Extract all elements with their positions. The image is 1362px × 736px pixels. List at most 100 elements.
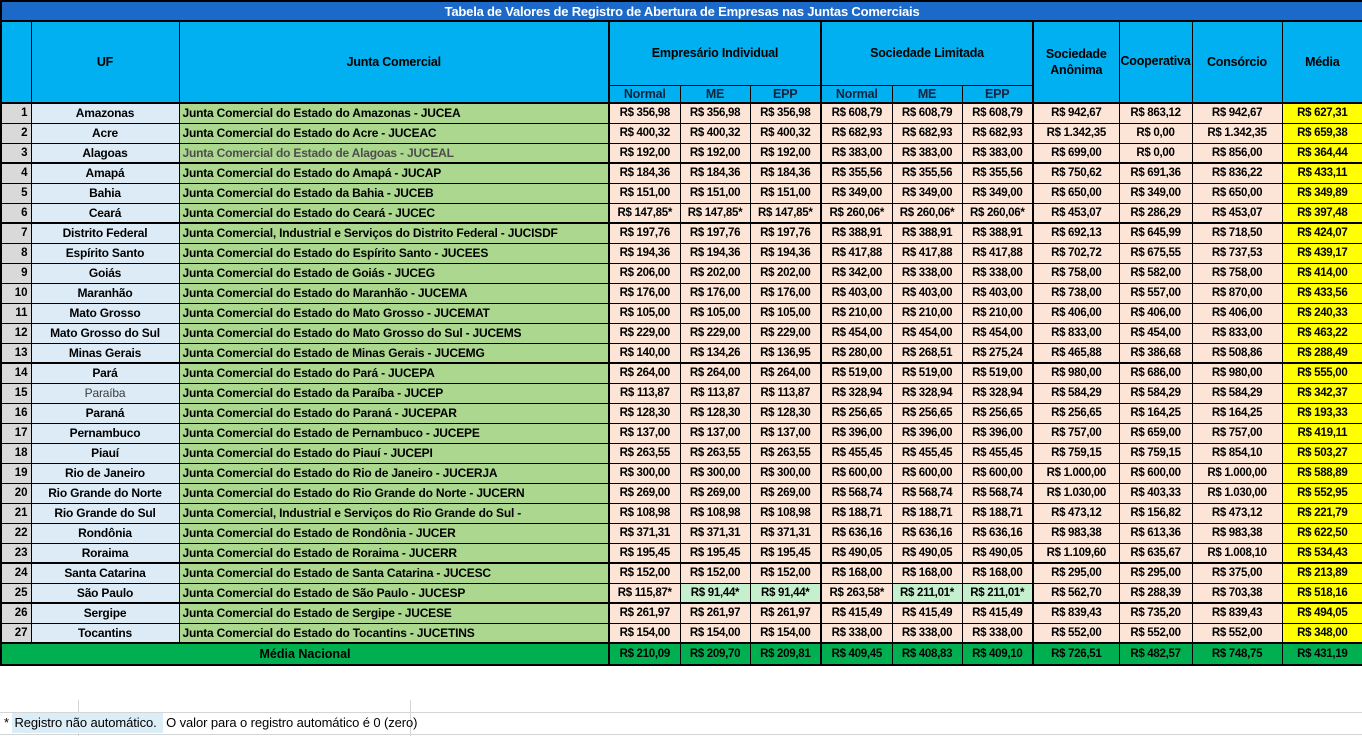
value-cell[interactable]: R$ 870,00 (1191, 282, 1283, 304)
media-cell[interactable]: R$ 193,33 (1281, 402, 1362, 424)
row-number-cell[interactable]: 22 (0, 522, 32, 544)
value-cell[interactable]: R$ 388,91 (961, 222, 1034, 244)
value-cell[interactable]: R$ 356,98 (608, 102, 681, 124)
value-cell[interactable]: R$ 137,00 (749, 422, 822, 444)
value-cell[interactable]: R$ 371,31 (608, 522, 681, 544)
value-cell[interactable]: R$ 403,00 (961, 282, 1034, 304)
value-cell[interactable]: R$ 415,49 (891, 602, 963, 624)
value-cell[interactable]: R$ 105,00 (608, 302, 681, 324)
value-cell[interactable]: R$ 164,25 (1118, 402, 1193, 424)
value-cell[interactable]: R$ 108,98 (679, 502, 751, 524)
junta-comercial-cell[interactable]: Junta Comercial do Estado da Paraíba - J… (178, 382, 610, 404)
row-number-cell[interactable]: 16 (0, 402, 32, 424)
media-cell[interactable]: R$ 627,31 (1281, 102, 1362, 124)
junta-comercial-cell[interactable]: Junta Comercial, Industrial e Serviços d… (178, 502, 610, 524)
value-cell[interactable]: R$ 197,76 (608, 222, 681, 244)
row-number-cell[interactable]: 4 (0, 162, 32, 184)
value-cell[interactable]: R$ 137,00 (679, 422, 751, 444)
header-sociedade-anonima[interactable]: Sociedade Anônima (1032, 20, 1120, 104)
value-cell[interactable]: R$ 455,45 (891, 442, 963, 464)
value-cell[interactable]: R$ 417,88 (891, 242, 963, 264)
value-cell[interactable]: R$ 726,51 (1032, 642, 1120, 666)
value-cell[interactable]: R$ 194,36 (608, 242, 681, 264)
value-cell[interactable]: R$ 600,00 (961, 462, 1034, 484)
row-number-cell[interactable]: 19 (0, 462, 32, 484)
value-cell[interactable]: R$ 349,00 (820, 182, 893, 204)
value-cell[interactable]: R$ 286,29 (1118, 202, 1193, 224)
header-group-empresario-individual[interactable]: Empresário Individual (608, 20, 822, 86)
value-cell[interactable]: R$ 406,00 (1118, 302, 1193, 324)
value-cell[interactable]: R$ 833,00 (1191, 322, 1283, 344)
value-cell[interactable]: R$ 229,00 (608, 322, 681, 344)
media-cell[interactable]: R$ 349,89 (1281, 182, 1362, 204)
subheader-sl-epp[interactable]: EPP (961, 84, 1034, 104)
media-cell[interactable]: R$ 397,48 (1281, 202, 1362, 224)
value-cell[interactable]: R$ 417,88 (820, 242, 893, 264)
value-cell[interactable]: R$ 261,97 (679, 602, 751, 624)
junta-comercial-cell[interactable]: Junta Comercial do Estado do Pará - JUCE… (178, 362, 610, 384)
uf-cell[interactable]: Santa Catarina (30, 562, 180, 584)
value-cell[interactable]: R$ 552,00 (1032, 622, 1120, 644)
value-cell[interactable]: R$ 260,06* (820, 202, 893, 224)
junta-comercial-cell[interactable]: Junta Comercial do Estado de Minas Gerai… (178, 342, 610, 364)
junta-comercial-cell[interactable]: Junta Comercial do Estado de Roraima - J… (178, 542, 610, 564)
value-cell[interactable]: R$ 154,00 (608, 622, 681, 644)
value-cell[interactable]: R$ 264,00 (679, 362, 751, 384)
value-cell[interactable]: R$ 490,05 (961, 542, 1034, 564)
value-cell[interactable]: R$ 151,00 (679, 182, 751, 204)
uf-cell[interactable]: Pará (30, 362, 180, 384)
value-cell[interactable]: R$ 371,31 (749, 522, 822, 544)
value-cell[interactable]: R$ 164,25 (1191, 402, 1283, 424)
value-cell[interactable]: R$ 759,15 (1118, 442, 1193, 464)
subheader-sl-me[interactable]: ME (891, 84, 963, 104)
value-cell[interactable]: R$ 682,93 (961, 122, 1034, 144)
value-cell[interactable]: R$ 613,36 (1118, 522, 1193, 544)
value-cell[interactable]: R$ 349,00 (1118, 182, 1193, 204)
value-cell[interactable]: R$ 584,29 (1032, 382, 1120, 404)
header-cooperativa[interactable]: Cooperativa (1118, 20, 1193, 104)
media-cell[interactable]: R$ 414,00 (1281, 262, 1362, 284)
value-cell[interactable]: R$ 192,00 (749, 142, 822, 164)
value-cell[interactable]: R$ 147,85* (679, 202, 751, 224)
value-cell[interactable]: R$ 400,32 (679, 122, 751, 144)
value-cell[interactable]: R$ 568,74 (820, 482, 893, 504)
value-cell[interactable]: R$ 338,00 (891, 622, 963, 644)
value-cell[interactable]: R$ 256,65 (1032, 402, 1120, 424)
media-cell[interactable]: R$ 659,38 (1281, 122, 1362, 144)
value-cell[interactable]: R$ 115,87* (608, 582, 681, 604)
value-cell[interactable]: R$ 356,98 (679, 102, 751, 124)
value-cell[interactable]: R$ 415,49 (961, 602, 1034, 624)
value-cell[interactable]: R$ 176,00 (749, 282, 822, 304)
value-cell[interactable]: R$ 280,00 (820, 342, 893, 364)
value-cell[interactable]: R$ 184,36 (608, 162, 681, 184)
value-cell[interactable]: R$ 328,94 (891, 382, 963, 404)
value-cell[interactable]: R$ 759,15 (1032, 442, 1120, 464)
value-cell[interactable]: R$ 691,36 (1118, 162, 1193, 184)
value-cell[interactable]: R$ 176,00 (679, 282, 751, 304)
value-cell[interactable]: R$ 0,00 (1118, 122, 1193, 144)
value-cell[interactable]: R$ 600,00 (1118, 462, 1193, 484)
value-cell[interactable]: R$ 600,00 (820, 462, 893, 484)
row-number-cell[interactable]: 20 (0, 482, 32, 504)
value-cell[interactable]: R$ 295,00 (1118, 562, 1193, 584)
value-cell[interactable]: R$ 1.030,00 (1191, 482, 1283, 504)
value-cell[interactable]: R$ 682,93 (891, 122, 963, 144)
uf-cell[interactable]: Rio Grande do Norte (30, 482, 180, 504)
value-cell[interactable]: R$ 400,32 (749, 122, 822, 144)
value-cell[interactable]: R$ 980,00 (1032, 362, 1120, 384)
value-cell[interactable]: R$ 338,00 (891, 262, 963, 284)
value-cell[interactable]: R$ 650,00 (1191, 182, 1283, 204)
junta-comercial-cell[interactable]: Junta Comercial do Estado de Alagoas - J… (178, 142, 610, 164)
junta-comercial-cell[interactable]: Junta Comercial do Estado do Espírito Sa… (178, 242, 610, 264)
uf-cell[interactable]: Sergipe (30, 602, 180, 624)
uf-cell[interactable]: São Paulo (30, 582, 180, 604)
value-cell[interactable]: R$ 757,00 (1032, 422, 1120, 444)
row-number-cell[interactable]: 15 (0, 382, 32, 404)
value-cell[interactable]: R$ 269,00 (608, 482, 681, 504)
value-cell[interactable]: R$ 396,00 (820, 422, 893, 444)
value-cell[interactable]: R$ 757,00 (1191, 422, 1283, 444)
value-cell[interactable]: R$ 383,00 (961, 142, 1034, 164)
value-cell[interactable]: R$ 275,24 (961, 342, 1034, 364)
value-cell[interactable]: R$ 552,00 (1191, 622, 1283, 644)
junta-comercial-cell[interactable]: Junta Comercial do Estado do Acre - JUCE… (178, 122, 610, 144)
